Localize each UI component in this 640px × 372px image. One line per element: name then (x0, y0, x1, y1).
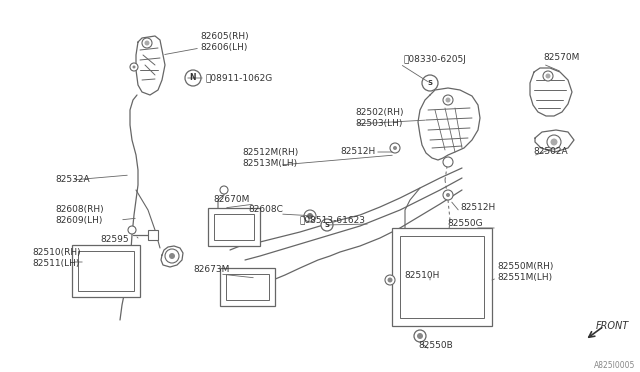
Bar (226, 274, 269, 300)
Circle shape (443, 157, 453, 167)
Circle shape (132, 65, 136, 68)
Bar (148, 230, 158, 240)
Text: 82510H: 82510H (404, 272, 440, 280)
Circle shape (390, 143, 400, 153)
Circle shape (443, 95, 453, 105)
Text: 82550M(RH)
82551M(LH): 82550M(RH) 82551M(LH) (497, 262, 554, 282)
Circle shape (446, 193, 450, 197)
Bar (78, 251, 134, 291)
Text: 82502(RH)
82503(LH): 82502(RH) 82503(LH) (355, 108, 403, 128)
Bar (220, 268, 275, 306)
Circle shape (304, 210, 316, 222)
Bar (400, 236, 484, 318)
Circle shape (220, 186, 228, 194)
Text: Ⓝ08513-61623: Ⓝ08513-61623 (300, 215, 366, 224)
Text: 82512H: 82512H (460, 203, 495, 212)
Circle shape (445, 97, 451, 103)
Text: 82570M: 82570M (543, 54, 579, 62)
Bar (208, 208, 260, 246)
Text: S: S (324, 222, 330, 228)
Text: 82512M(RH)
82513M(LH): 82512M(RH) 82513M(LH) (242, 148, 298, 168)
Circle shape (142, 38, 152, 48)
Circle shape (550, 138, 557, 145)
Circle shape (543, 71, 553, 81)
Text: 82670M: 82670M (213, 196, 250, 205)
Bar (72, 245, 140, 297)
Circle shape (422, 75, 438, 91)
Text: ⓝ08911-1062G: ⓝ08911-1062G (205, 74, 272, 83)
Circle shape (547, 135, 561, 149)
Text: 82550B: 82550B (418, 341, 452, 350)
Circle shape (443, 190, 453, 200)
Circle shape (414, 330, 426, 342)
Circle shape (393, 146, 397, 150)
Text: 82532A: 82532A (55, 176, 90, 185)
Circle shape (169, 253, 175, 259)
Circle shape (385, 275, 395, 285)
Circle shape (185, 70, 201, 86)
Text: FRONT: FRONT (596, 321, 629, 331)
Text: 82595: 82595 (100, 235, 129, 244)
Text: 82550G: 82550G (447, 219, 483, 228)
Circle shape (128, 226, 136, 234)
Text: 82673M: 82673M (193, 266, 229, 275)
Circle shape (165, 249, 179, 263)
Text: 82512H: 82512H (340, 148, 375, 157)
Text: Ⓝ08330-6205J: Ⓝ08330-6205J (404, 55, 467, 64)
Text: 82502A: 82502A (533, 148, 568, 157)
Circle shape (545, 74, 550, 78)
Text: 82608C: 82608C (248, 205, 283, 215)
Circle shape (145, 41, 150, 45)
Text: 82608(RH)
82609(LH): 82608(RH) 82609(LH) (55, 205, 104, 225)
Text: S: S (428, 80, 433, 86)
Bar (392, 228, 492, 326)
Circle shape (130, 63, 138, 71)
Text: 82510(RH)
82511(LH): 82510(RH) 82511(LH) (32, 248, 81, 268)
Circle shape (321, 219, 333, 231)
Circle shape (307, 213, 313, 219)
Text: 82605(RH)
82606(LH): 82605(RH) 82606(LH) (200, 32, 248, 52)
Text: N: N (189, 74, 196, 83)
Circle shape (417, 333, 423, 339)
Bar (214, 214, 254, 240)
Circle shape (387, 278, 392, 282)
Text: A825I0005: A825I0005 (594, 362, 635, 371)
